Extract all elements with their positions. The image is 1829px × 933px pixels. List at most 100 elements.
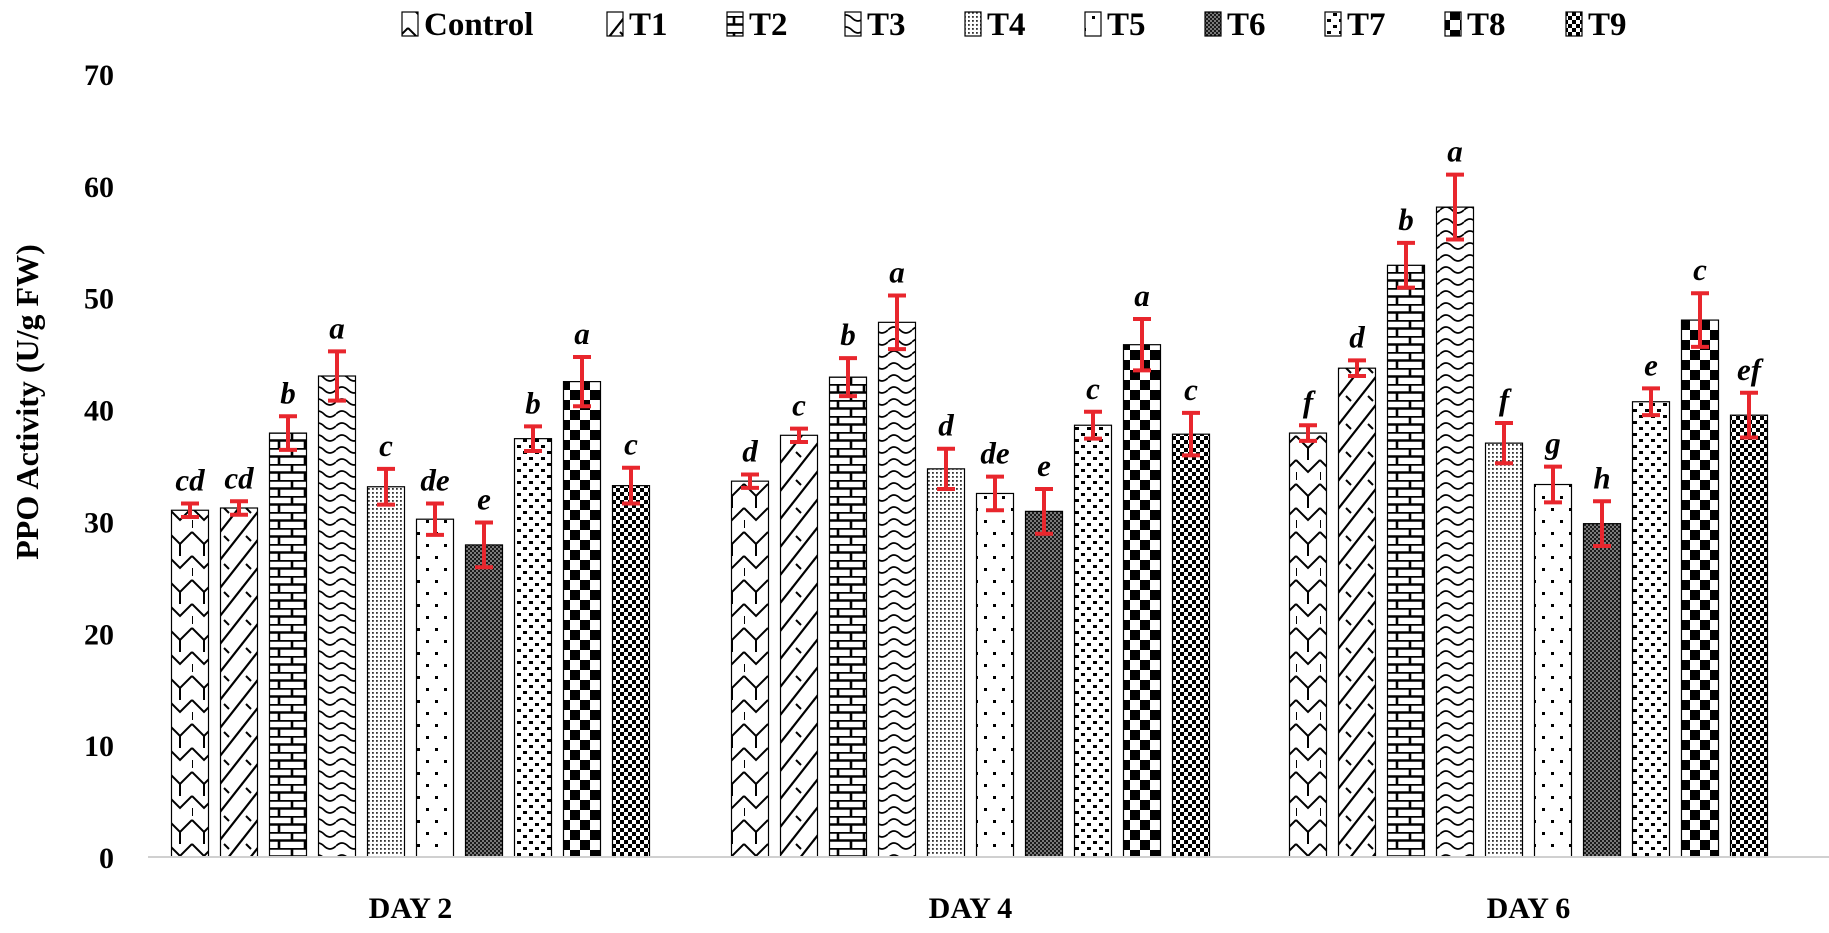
significance-label: f bbox=[1303, 384, 1316, 419]
bar bbox=[513, 438, 553, 858]
y-tick-label: 20 bbox=[84, 618, 114, 651]
error-bar bbox=[1397, 240, 1415, 290]
significance-label: d bbox=[938, 408, 954, 443]
y-tick-label: 50 bbox=[84, 283, 114, 316]
error-bar bbox=[937, 446, 955, 491]
error-bar bbox=[741, 472, 759, 490]
y-tick-label: 40 bbox=[84, 395, 114, 428]
legend-item: T8 bbox=[1444, 7, 1506, 43]
bar bbox=[219, 507, 259, 858]
significance-label: c bbox=[792, 388, 806, 423]
significance-label: c bbox=[624, 427, 638, 462]
significance-label: a bbox=[889, 254, 905, 289]
bar bbox=[562, 381, 602, 858]
significance-label: de bbox=[420, 463, 450, 498]
error-bar bbox=[1593, 499, 1611, 549]
significance-label: c bbox=[1693, 252, 1707, 287]
bar bbox=[1484, 442, 1524, 858]
bar bbox=[828, 376, 868, 858]
significance-label: a bbox=[329, 310, 345, 345]
bar bbox=[611, 485, 651, 858]
error-bar bbox=[1348, 358, 1366, 379]
error-bar bbox=[475, 520, 493, 570]
legend-item: T9 bbox=[1565, 7, 1627, 43]
bar bbox=[1337, 367, 1377, 858]
legend-swatch bbox=[401, 11, 419, 37]
significance-label: c bbox=[379, 428, 393, 463]
y-axis-title: PPO Activity (U/g FW) bbox=[9, 244, 45, 559]
y-tick-label: 70 bbox=[84, 59, 114, 92]
legend-swatch bbox=[844, 11, 862, 37]
bar bbox=[317, 375, 357, 858]
bar bbox=[730, 480, 770, 858]
legend-item: T1 bbox=[606, 7, 668, 43]
bar bbox=[877, 321, 917, 858]
significance-label: e bbox=[1644, 347, 1658, 382]
legend-item: T5 bbox=[1084, 7, 1146, 43]
bar bbox=[1729, 414, 1769, 858]
significance-label: b bbox=[525, 385, 541, 420]
legend-swatch bbox=[1324, 11, 1342, 37]
legend-swatch bbox=[964, 11, 982, 37]
legend-label: T8 bbox=[1467, 7, 1506, 43]
error-bar bbox=[622, 465, 640, 506]
legend-item: T7 bbox=[1324, 7, 1386, 43]
significance-label: h bbox=[1593, 460, 1610, 495]
legend-label: T6 bbox=[1227, 7, 1266, 43]
error-bar bbox=[377, 466, 395, 507]
legend-label: T5 bbox=[1107, 7, 1146, 43]
error-bar bbox=[839, 356, 857, 399]
error-bar bbox=[1642, 386, 1660, 418]
significance-label: cd bbox=[175, 463, 205, 498]
legend-item: T6 bbox=[1204, 7, 1266, 43]
significance-label: ef bbox=[1737, 352, 1764, 387]
bar bbox=[1024, 510, 1064, 858]
error-bar bbox=[279, 414, 297, 452]
significance-label: cd bbox=[224, 460, 254, 495]
error-bar bbox=[524, 424, 542, 453]
significance-label: de bbox=[980, 436, 1010, 471]
bar bbox=[1288, 432, 1328, 858]
y-axis: 0 10 20 30 40 50 60 70 bbox=[84, 59, 114, 875]
error-bar bbox=[426, 501, 444, 537]
legend-swatch bbox=[606, 11, 624, 37]
legend-label: T4 bbox=[987, 7, 1026, 43]
bar bbox=[1171, 433, 1211, 858]
significance-label: a bbox=[574, 316, 590, 351]
legend-label: T1 bbox=[629, 7, 668, 43]
bar bbox=[366, 486, 406, 858]
error-bar bbox=[1495, 420, 1513, 466]
error-bar bbox=[790, 426, 808, 445]
error-bar bbox=[1544, 464, 1562, 505]
significance-label: b bbox=[840, 317, 856, 352]
legend-item: Control bbox=[401, 7, 533, 43]
x-category-label: DAY 6 bbox=[1487, 892, 1571, 925]
error-bar bbox=[888, 293, 906, 352]
bar bbox=[268, 432, 308, 858]
bar bbox=[1533, 483, 1573, 858]
error-bar bbox=[230, 499, 248, 517]
bar bbox=[1435, 206, 1475, 858]
significance-label: b bbox=[1398, 202, 1414, 237]
error-bar bbox=[1740, 390, 1758, 440]
significance-label: d bbox=[1349, 319, 1365, 354]
legend-item: T3 bbox=[844, 7, 906, 43]
significance-label: f bbox=[1499, 382, 1512, 417]
bar bbox=[779, 434, 819, 858]
legend-swatch bbox=[1204, 11, 1222, 37]
significance-label: c bbox=[1086, 371, 1100, 406]
legend: Control T1 T2 T3 T4 T5 T6 T7 T8 T9 bbox=[401, 7, 1627, 43]
x-category-label: DAY 4 bbox=[929, 892, 1013, 925]
bar bbox=[1386, 264, 1426, 858]
significance-label: e bbox=[477, 482, 491, 517]
significance-label: g bbox=[1544, 426, 1561, 461]
error-bar bbox=[328, 349, 346, 403]
legend-swatch bbox=[726, 11, 744, 37]
legend-swatch bbox=[1444, 11, 1462, 37]
legend-swatch bbox=[1084, 11, 1102, 37]
error-bar bbox=[1133, 316, 1151, 373]
bar bbox=[1582, 523, 1622, 858]
bar bbox=[1631, 401, 1671, 858]
